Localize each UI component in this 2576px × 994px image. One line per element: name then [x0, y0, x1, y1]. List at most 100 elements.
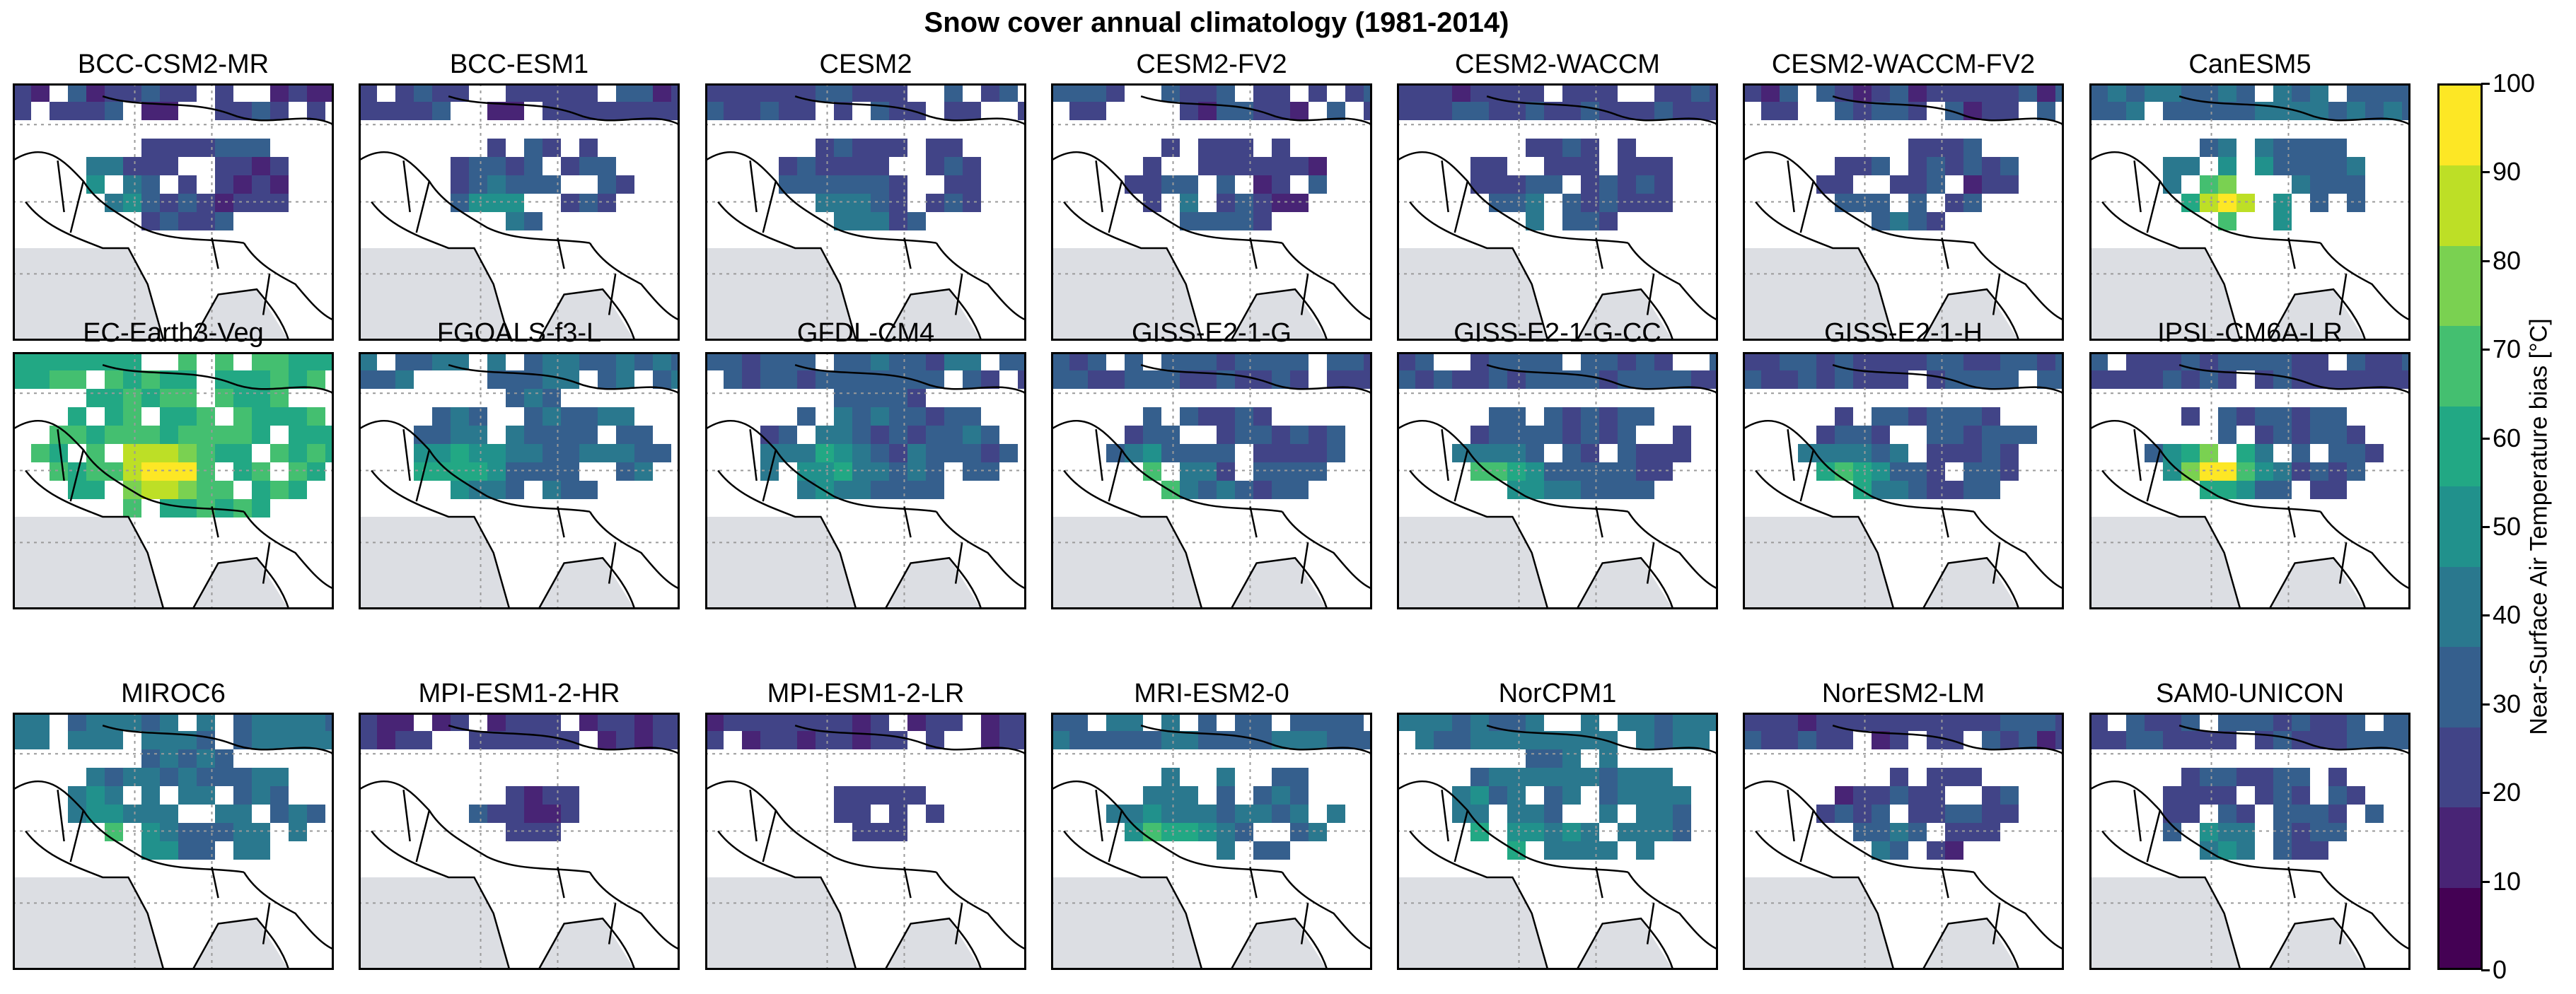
snow-cell [579, 426, 598, 444]
snow-cell [999, 83, 1018, 102]
snow-cell [123, 389, 141, 407]
snow-cell [1963, 713, 1982, 731]
panel-title: EC-Earth3-Veg [83, 318, 264, 348]
snow-cell [2273, 157, 2292, 175]
snow-cell [1562, 786, 1581, 805]
colorbar-segment [2439, 326, 2481, 407]
map-panel [1051, 352, 1372, 609]
colorbar-tick-mark [2481, 969, 2490, 971]
snow-cell [1890, 786, 1908, 805]
snow-cell [270, 102, 289, 120]
snow-cell [1272, 462, 1290, 481]
snow-cell [68, 83, 86, 102]
snow-cell [1470, 370, 1489, 389]
snow-cell [233, 426, 252, 444]
snow-cell [1890, 462, 1908, 481]
snow-cell [86, 102, 105, 120]
snow-cell [215, 426, 233, 444]
snow-cell [1125, 731, 1143, 749]
snow-cell [2218, 157, 2236, 175]
snow-cell [1180, 212, 1198, 230]
snow-cell [724, 102, 742, 120]
snow-cell [1217, 407, 1235, 426]
snow-cell [1507, 102, 1526, 120]
snow-cell [160, 481, 178, 499]
snow-cell [451, 462, 469, 481]
colorbar-tick-mark [2481, 437, 2490, 440]
snow-cell [1069, 102, 1088, 120]
snow-cell [852, 407, 871, 426]
snow-cell [50, 352, 68, 370]
snow-cell [1125, 426, 1143, 444]
snow-cell [1415, 83, 1434, 102]
country-border [935, 242, 1026, 322]
snow-cell [852, 212, 871, 230]
snow-cell [105, 370, 123, 389]
snow-cell [2328, 139, 2347, 157]
snow-cell [671, 83, 680, 102]
snow-cell [524, 462, 543, 481]
snow-cell [1125, 805, 1143, 823]
snow-cell [1235, 426, 1253, 444]
snow-cell [1618, 352, 1636, 370]
country-border [211, 506, 271, 584]
snow-cell [1890, 444, 1908, 462]
snow-cell [1562, 426, 1581, 444]
snow-cell [1544, 786, 1562, 805]
snow-cell [653, 713, 671, 731]
snow-cell [1835, 370, 1853, 389]
snow-cell [834, 157, 852, 175]
ocean-area [1743, 247, 2019, 341]
snow-cell [1253, 352, 1272, 370]
snow-cell [178, 841, 197, 860]
snow-cell [1364, 370, 1372, 389]
snow-cell [289, 481, 307, 499]
country-border [1397, 780, 1629, 873]
colorbar-tick-label: 80 [2493, 245, 2522, 275]
snow-cell [579, 157, 598, 175]
snow-cell [141, 749, 160, 768]
snow-cell [1945, 841, 1963, 860]
snow-cell [1198, 139, 1217, 157]
snow-cell [252, 352, 270, 370]
snow-cell [2255, 481, 2273, 499]
snow-cell [2347, 175, 2365, 194]
country-border [13, 420, 245, 513]
snow-cell [1890, 212, 1908, 230]
snow-cell [1743, 352, 1761, 370]
snow-cell [1143, 805, 1161, 823]
snow-cell [1088, 83, 1106, 102]
snow-cell [1908, 212, 1927, 230]
snow-cell [1272, 786, 1290, 805]
snow-cell [524, 786, 543, 805]
snow-cell [506, 713, 524, 731]
snow-cell [1618, 407, 1636, 426]
snow-cell [233, 389, 252, 407]
snow-cell [2200, 102, 2218, 120]
country-border [2089, 151, 2321, 244]
snow-cell [432, 352, 451, 370]
country-border [1832, 364, 2064, 394]
snow-cell [2218, 407, 2236, 426]
snow-cell [671, 731, 680, 749]
country-border [794, 725, 1026, 755]
snow-cell [1345, 352, 1364, 370]
snow-cell [797, 462, 816, 481]
snow-cell [1636, 102, 1654, 120]
snow-cell [653, 444, 671, 462]
snow-cell [1853, 444, 1872, 462]
snow-cell [1253, 83, 1272, 102]
snow-cell [270, 444, 289, 462]
snow-cell [543, 389, 561, 407]
snow-cell [616, 426, 634, 444]
snow-cell [1654, 786, 1673, 805]
snow-cell [1470, 426, 1489, 444]
snow-cell [1743, 731, 1761, 749]
snow-cell [68, 102, 86, 120]
snow-cell [1872, 823, 1890, 841]
snow-cell [852, 194, 871, 212]
snow-cell [907, 352, 926, 370]
snow-cell [1235, 157, 1253, 175]
colorbar-segment [2439, 245, 2481, 327]
snow-cell [289, 823, 307, 841]
